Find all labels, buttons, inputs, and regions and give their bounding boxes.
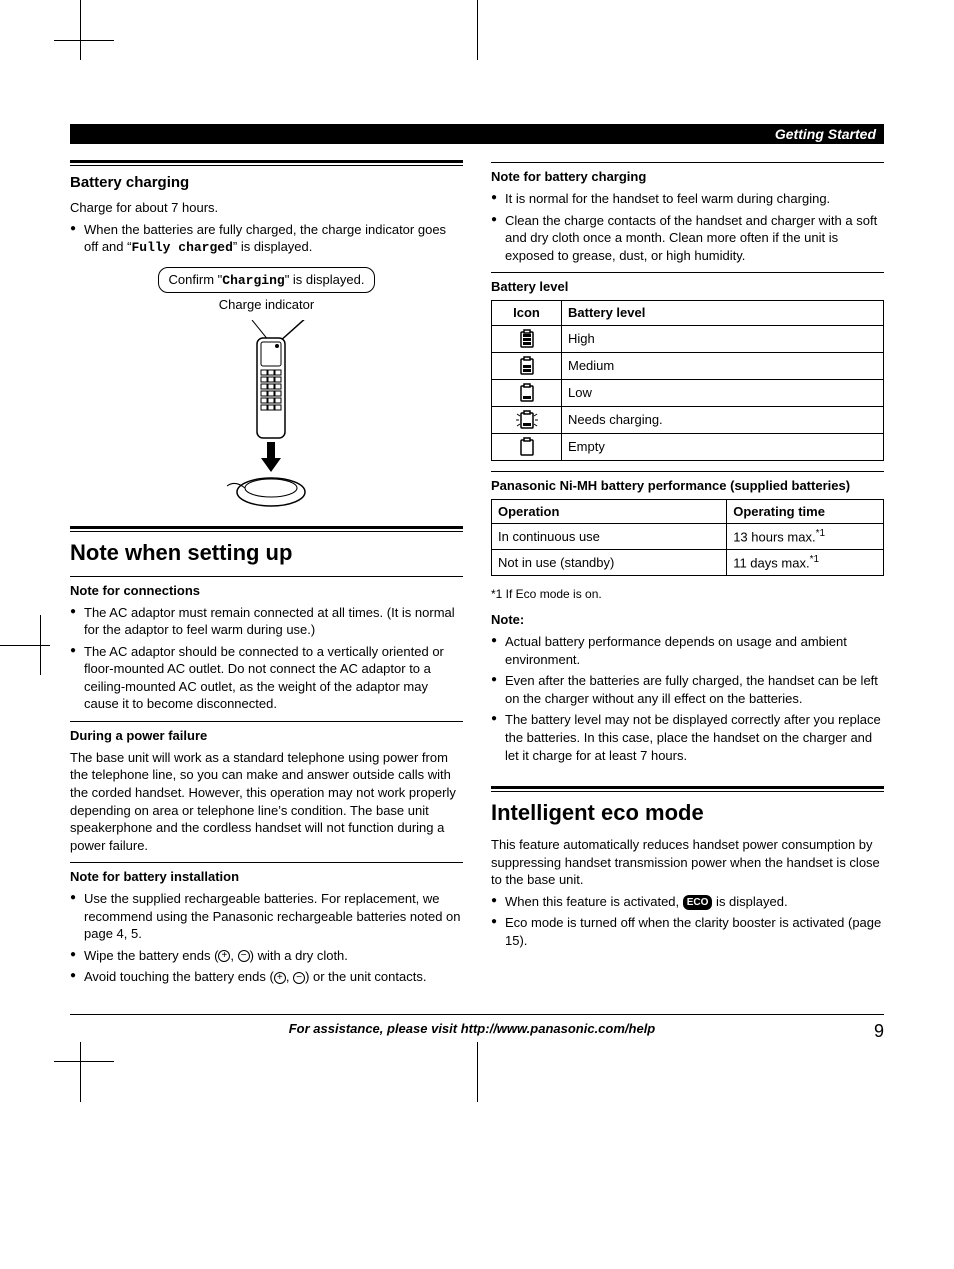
op-cell: In continuous use <box>492 524 727 550</box>
battery-level-table: Icon Battery level HighMediumLowNeeds ch… <box>491 300 884 461</box>
table-header: Operating time <box>727 499 884 524</box>
table-row: Low <box>492 379 884 406</box>
footer-assist: For assistance, please visit http://www.… <box>70 1021 874 1042</box>
battery-level-cell: High <box>562 325 884 352</box>
minus-icon: − <box>238 950 250 962</box>
section-header: Getting Started <box>70 124 884 144</box>
battery-icon-cell <box>492 352 562 379</box>
table-row: Medium <box>492 352 884 379</box>
charging-diagram: Confirm "Charging" is displayed. Charge … <box>70 267 463 510</box>
battery-install-title: Note for battery installation <box>70 869 463 884</box>
page: Getting Started Battery charging Charge … <box>0 0 954 1102</box>
charging-callout: Confirm "Charging" is displayed. <box>158 267 376 293</box>
table-row: In continuous use13 hours max.*1 <box>492 524 884 550</box>
list-item: Eco mode is turned off when the clarity … <box>491 914 884 949</box>
charging-bullet: When the batteries are fully charged, th… <box>70 221 463 257</box>
list-item: The battery level may not be displayed c… <box>491 711 884 764</box>
performance-title: Panasonic Ni-MH battery performance (sup… <box>491 478 884 493</box>
note-connections-title: Note for connections <box>70 583 463 598</box>
list-item: Clean the charge contacts of the handset… <box>491 212 884 265</box>
table-row: Not in use (standby)11 days max.*1 <box>492 550 884 576</box>
rule <box>70 160 463 166</box>
battery-icon-cell <box>492 379 562 406</box>
page-number: 9 <box>874 1021 884 1042</box>
note-label: Note: <box>491 612 884 627</box>
battery-icon-cell <box>492 406 562 433</box>
note-charging-title: Note for battery charging <box>491 169 884 184</box>
list-item: Even after the batteries are fully charg… <box>491 672 884 707</box>
battery-level-cell: Medium <box>562 352 884 379</box>
list-item: Wipe the battery ends (+, −) with a dry … <box>70 947 463 965</box>
minus-icon: − <box>293 972 305 984</box>
eco-body: This feature automatically reduces hands… <box>491 836 884 889</box>
list-item: The AC adaptor should be connected to a … <box>70 643 463 713</box>
table-row: Needs charging. <box>492 406 884 433</box>
battery-level-cell: Needs charging. <box>562 406 884 433</box>
performance-table: Operation Operating time In continuous u… <box>491 499 884 576</box>
left-column: Battery charging Charge for about 7 hour… <box>70 150 463 994</box>
performance-footnote: *1 If Eco mode is on. <box>491 586 884 602</box>
power-failure-title: During a power failure <box>70 728 463 743</box>
table-row: High <box>492 325 884 352</box>
table-row: Empty <box>492 433 884 460</box>
list-item: When this feature is activated, ECO is d… <box>491 893 884 911</box>
table-header: Operation <box>492 499 727 524</box>
eco-badge-icon: ECO <box>683 895 713 911</box>
battery-charging-title: Battery charging <box>70 174 463 191</box>
battery-icon-cell <box>492 325 562 352</box>
battery-icon-cell <box>492 433 562 460</box>
plus-icon: + <box>274 972 286 984</box>
list-item: Avoid touching the battery ends (+, −) o… <box>70 968 463 986</box>
table-header: Icon <box>492 301 562 326</box>
battery-level-title: Battery level <box>491 279 884 294</box>
handset-illustration <box>197 320 337 510</box>
right-column: Note for battery charging It is normal f… <box>491 150 884 994</box>
charge-indicator-label: Charge indicator <box>219 297 314 312</box>
note-setup-title: Note when setting up <box>70 540 463 566</box>
time-cell: 13 hours max.*1 <box>727 524 884 550</box>
charging-intro: Charge for about 7 hours. <box>70 199 463 217</box>
list-item: Actual battery performance depends on us… <box>491 633 884 668</box>
eco-title: Intelligent eco mode <box>491 800 884 826</box>
list-item: The AC adaptor must remain connected at … <box>70 604 463 639</box>
list-item: Use the supplied rechargeable batteries.… <box>70 890 463 943</box>
rule <box>70 526 463 532</box>
time-cell: 11 days max.*1 <box>727 550 884 576</box>
page-footer: For assistance, please visit http://www.… <box>70 1014 884 1042</box>
table-header: Battery level <box>562 301 884 326</box>
plus-icon: + <box>218 950 230 962</box>
battery-level-cell: Low <box>562 379 884 406</box>
battery-level-cell: Empty <box>562 433 884 460</box>
section-title: Getting Started <box>775 126 876 142</box>
power-failure-body: The base unit will work as a standard te… <box>70 749 463 854</box>
list-item: It is normal for the handset to feel war… <box>491 190 884 208</box>
op-cell: Not in use (standby) <box>492 550 727 576</box>
